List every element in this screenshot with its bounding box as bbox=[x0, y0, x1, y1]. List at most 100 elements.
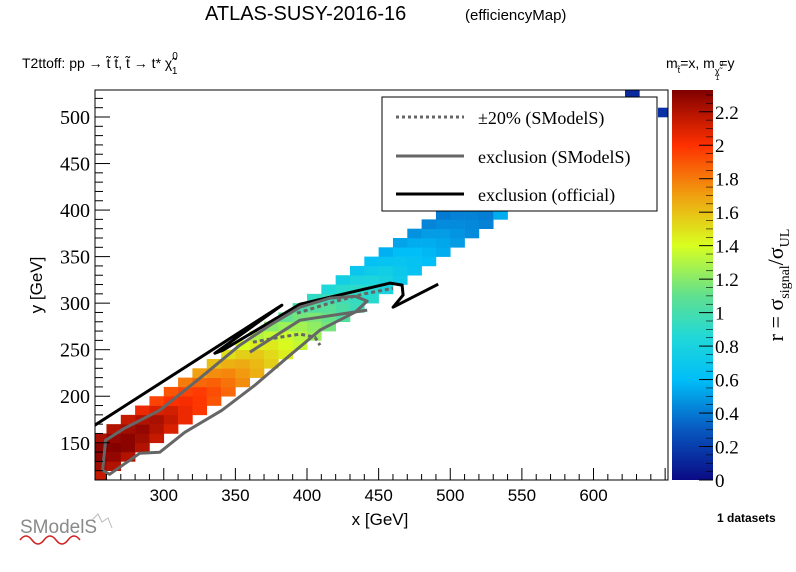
colorbar-tick-label: 1 bbox=[715, 304, 725, 325]
y-tick-label: 300 bbox=[60, 293, 90, 315]
heatmap-cell bbox=[421, 247, 437, 257]
heatmap-cell bbox=[307, 321, 322, 332]
x-tick-label: 550 bbox=[508, 486, 536, 505]
heatmap-cell bbox=[392, 237, 408, 248]
datasets-count: 1 datasets bbox=[717, 511, 776, 525]
heatmap-cell bbox=[307, 293, 322, 304]
heatmap-cell bbox=[278, 321, 293, 332]
heatmap-cell bbox=[235, 340, 251, 350]
heatmap-cell bbox=[120, 442, 136, 453]
heatmap-cell bbox=[221, 358, 236, 369]
colorbar-tick-label: 0.2 bbox=[715, 438, 739, 459]
heatmap-cell bbox=[421, 237, 437, 248]
heatmap-cell bbox=[392, 275, 408, 285]
heatmap-cell bbox=[35, 471, 50, 481]
heatmap-cell bbox=[135, 442, 150, 453]
process-label: T2ttoff: pp → t̃ t̃, t̃ → t* χ̃0 1 bbox=[22, 51, 178, 77]
colorbar-tick-label: 0 bbox=[715, 471, 725, 492]
y-axis-label: y [GeV] bbox=[27, 257, 46, 314]
heatmap-cell bbox=[493, 210, 508, 220]
exclusion-smodels-inner-curve bbox=[249, 308, 368, 354]
y-tick-label: 250 bbox=[60, 340, 90, 362]
heatmap-cell bbox=[435, 210, 451, 220]
heatmap-cell bbox=[264, 331, 279, 341]
heatmap-cell bbox=[106, 424, 122, 434]
heatmap-cell bbox=[292, 321, 308, 332]
heatmap-cell bbox=[163, 386, 179, 397]
heatmap-cell bbox=[435, 219, 451, 229]
heatmap-cell bbox=[407, 265, 422, 276]
logo-text: SModelS bbox=[20, 517, 97, 538]
heatmap-cell bbox=[106, 442, 122, 453]
heatmap-cell bbox=[149, 433, 165, 444]
x-tick-label: 500 bbox=[436, 486, 464, 505]
logo-wave-icon bbox=[19, 535, 81, 545]
colorbar-tick-label: 0.4 bbox=[715, 404, 739, 425]
heatmap-cell bbox=[378, 275, 394, 285]
heatmap-cell bbox=[178, 396, 193, 406]
heatmap-cell bbox=[478, 210, 494, 220]
heatmap-cell bbox=[421, 228, 437, 239]
heatmap-cell bbox=[95, 452, 107, 462]
heatmap-cell bbox=[206, 377, 222, 388]
heatmap-cell bbox=[163, 414, 179, 425]
heatmap-cell bbox=[78, 461, 93, 471]
exclusion-official-curve bbox=[95, 281, 439, 427]
heatmap-cell bbox=[292, 331, 308, 341]
heatmap-cell bbox=[192, 405, 208, 416]
heatmap-cell bbox=[378, 265, 394, 276]
colorbar-tick-label: 1.6 bbox=[715, 203, 739, 224]
y-tick-label: 200 bbox=[60, 386, 90, 408]
legend-label: ±20% (SModelS) bbox=[478, 108, 604, 129]
heatmap-cell bbox=[78, 471, 93, 481]
heatmap-cell bbox=[421, 256, 437, 267]
heatmap-cell bbox=[264, 321, 279, 332]
heatmap-cell bbox=[364, 256, 379, 267]
heatmap-cell bbox=[407, 256, 422, 267]
heatmap-cell bbox=[235, 349, 251, 360]
heatmap-cell bbox=[407, 237, 422, 248]
y-tick-label: 400 bbox=[60, 200, 90, 222]
heatmap-cell bbox=[221, 386, 236, 397]
heatmap-cell bbox=[478, 219, 494, 229]
heatmap-cell bbox=[192, 377, 208, 388]
heatmap-cell bbox=[335, 293, 351, 304]
heatmap-cell bbox=[264, 349, 279, 360]
heatmap-cell bbox=[178, 386, 193, 397]
heatmap-cell bbox=[249, 349, 265, 360]
legend-label: exclusion (SModelS) bbox=[478, 147, 631, 168]
heatmap-cell bbox=[378, 247, 394, 257]
heatmap-cell bbox=[464, 210, 480, 220]
heatmap-cell bbox=[106, 452, 122, 462]
heatmap-cell bbox=[307, 303, 322, 313]
heatmap-cell bbox=[235, 358, 251, 369]
heatmap-cell bbox=[249, 368, 265, 378]
heatmap-cell bbox=[163, 405, 179, 416]
chart-subtitle-type: (efficiencyMap) bbox=[465, 7, 566, 24]
heatmap-cell bbox=[435, 237, 451, 248]
heatmap-cell bbox=[135, 424, 150, 434]
heatmap-cell bbox=[49, 471, 64, 481]
x-tick-label: 300 bbox=[150, 486, 178, 505]
heatmap-cell bbox=[178, 414, 193, 425]
heatmap-cell bbox=[278, 340, 293, 350]
heatmap-cell bbox=[335, 275, 351, 285]
heatmap-cell bbox=[464, 219, 480, 229]
heatmap-cell bbox=[407, 247, 422, 257]
heatmap-cell bbox=[149, 414, 165, 425]
y-tick-label: 450 bbox=[60, 154, 90, 176]
heatmap-cell bbox=[63, 461, 78, 471]
heatmap-cell bbox=[120, 424, 136, 434]
x-tick-label: 600 bbox=[579, 486, 607, 505]
heatmap-cell bbox=[95, 442, 107, 453]
heatmap-cell bbox=[95, 461, 107, 471]
mass-label: mt̃=x, mχ̃0 1=y bbox=[666, 55, 735, 82]
heatmap-cell bbox=[135, 405, 150, 416]
minus20-smodels-curve bbox=[252, 332, 322, 346]
colorbar-label: r = σsignal/σUL bbox=[763, 229, 793, 342]
colorbar-tick-label: 1.8 bbox=[715, 170, 739, 191]
heatmap-cell bbox=[120, 433, 136, 444]
x-tick-label: 350 bbox=[221, 486, 249, 505]
axes: 300 350 400 450 500 550 600 150 200 250 300 350 400 4… bbox=[60, 97, 666, 505]
